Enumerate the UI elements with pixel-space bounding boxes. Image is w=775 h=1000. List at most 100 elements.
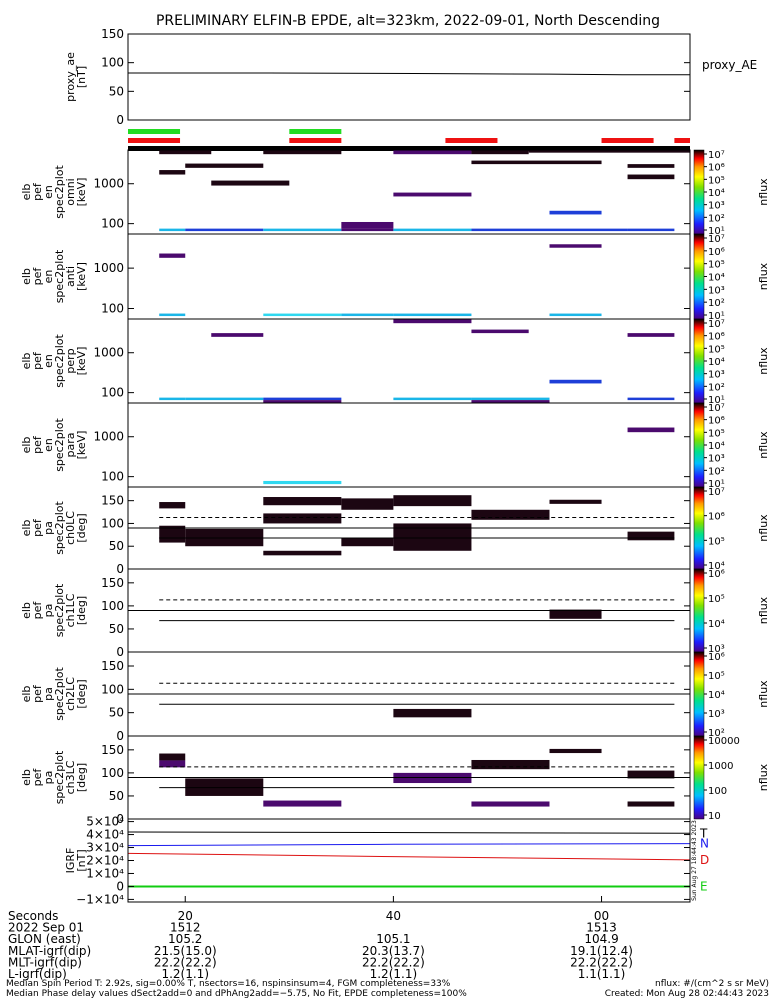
- colorbar-tick-label: 10⁵: [708, 671, 725, 682]
- spectrogram-cell: [263, 480, 342, 485]
- y-axis-label-line: ch1LC: [64, 593, 77, 627]
- orbit-flag-red: [601, 138, 654, 143]
- y-tick-label: 100: [101, 516, 124, 530]
- colorbar-tick-label: 10⁶: [708, 512, 725, 523]
- colorbar-label: nflux: [757, 178, 770, 206]
- spectrogram-cell: [263, 550, 342, 556]
- y-tick-label: 1000: [93, 346, 124, 360]
- spectrogram-cell: [159, 397, 186, 401]
- y-tick-label: 150: [101, 659, 124, 673]
- spectrogram-cell: [211, 333, 264, 337]
- x-axis-tick-value: 1.1(1.1): [578, 967, 626, 981]
- panel-frame: [127, 149, 691, 235]
- x-axis-tick-value: 22.2(22.2): [154, 955, 217, 969]
- colorbar-tick-label: 10⁷: [708, 319, 725, 330]
- colorbar: [693, 233, 705, 320]
- spectrogram-cell: [263, 313, 342, 317]
- colorbar-tick-label: 10⁶: [708, 569, 725, 580]
- x-axis-tick-value: 1512: [170, 921, 201, 935]
- x-axis-row-label: GLON (east): [8, 932, 81, 946]
- colorbar-tick-label: 10⁴: [708, 561, 725, 572]
- spectrogram-cell: [393, 313, 472, 317]
- y-axis-label-line: pef: [31, 768, 44, 787]
- colorbar-label: nflux: [757, 347, 770, 375]
- x-axis-tick-value: 20.3(13.7): [362, 944, 425, 958]
- y-tick-label: 3×10⁴: [86, 841, 124, 855]
- colorbar-tick-label: 10²: [708, 382, 725, 393]
- y-tick-label: 150: [101, 576, 124, 590]
- spectrogram-cell: [471, 160, 602, 165]
- spectrogram-cell: [627, 164, 675, 168]
- colorbar: [693, 402, 705, 488]
- y-axis-label-line: [deg]: [75, 596, 88, 625]
- y-tick-label: 0: [116, 812, 124, 826]
- spectrogram-cell: [627, 174, 675, 180]
- colorbar-tick-label: 10⁴: [708, 690, 725, 701]
- spectrogram-cell: [159, 760, 186, 768]
- colorbar-tick-label: 100: [708, 786, 727, 797]
- y-axis-label-line: spec2plot: [53, 165, 66, 219]
- spectrogram-cell: [549, 210, 602, 215]
- colorbar-tick-label: 10³: [708, 709, 725, 720]
- colorbar-tick-label: 10⁴: [708, 273, 725, 284]
- spectrogram-cell: [627, 801, 675, 807]
- spectrogram-cell: [263, 400, 342, 403]
- spectrogram-cell: [263, 228, 342, 232]
- data-coverage-bar: [128, 146, 690, 151]
- y-axis-label-line: pa: [42, 771, 55, 785]
- colorbar-tick-label: 10²: [708, 728, 725, 739]
- y-axis-label-line: pa: [42, 521, 55, 535]
- colorbar-tick-label: 10¹: [708, 479, 725, 490]
- y-tick-label: 50: [109, 84, 124, 98]
- series-line-0: [128, 72, 690, 76]
- y-axis-label-line: spec2plot: [53, 667, 66, 721]
- spectrogram-cell: [549, 228, 628, 232]
- spectrogram-cell: [159, 313, 186, 317]
- x-axis-row-label: L-igrf(dip): [8, 967, 67, 981]
- y-axis-label-line: spec2plot: [53, 750, 66, 804]
- spectrogram-cell: [471, 509, 550, 520]
- spectrogram-cell: [159, 170, 186, 175]
- spectrogram-cell: [627, 531, 675, 541]
- y-axis-label-line: elb: [20, 268, 33, 285]
- spectrogram-cell: [211, 180, 290, 186]
- spectrogram-cell: [393, 228, 472, 232]
- x-axis-tick-value: 105.1: [376, 932, 410, 946]
- y-axis-label-line: en: [42, 354, 55, 368]
- y-axis-label-line: spec2plot: [53, 418, 66, 472]
- y-axis-label-line: pef: [31, 267, 44, 286]
- y-axis-label-line: ch0LC: [64, 511, 77, 545]
- colorbar-label: nflux: [757, 596, 770, 624]
- y-tick-label: 1000: [93, 177, 124, 191]
- y-tick-label: 100: [101, 56, 124, 70]
- colorbar: [693, 735, 705, 820]
- y-tick-label: 50: [109, 789, 124, 803]
- y-axis-label-line: [deg]: [75, 763, 88, 792]
- y-tick-label: 50: [109, 706, 124, 720]
- x-axis-tick-value: 00: [594, 909, 609, 923]
- spectrogram-cell: [549, 499, 602, 504]
- spectrogram-cell: [341, 228, 394, 232]
- y-axis-label-line: ch3LC: [64, 760, 77, 794]
- x-axis-tick-value: 104.9: [584, 932, 618, 946]
- spectrogram-cell: [549, 748, 602, 754]
- spectrogram-cell: [393, 319, 472, 324]
- colorbar-tick-label: 10⁴: [708, 619, 725, 630]
- y-axis-label-line: pef: [31, 435, 44, 454]
- colorbar-tick-label: 10⁶: [708, 163, 725, 174]
- plot-layer: 150100500proxy_ae[nT]proxy_AE1000100elbp…: [8, 27, 770, 981]
- colorbar-tick-label: 10²: [708, 213, 725, 224]
- y-tick-label: 5×10⁴: [86, 815, 124, 829]
- colorbar-tick-label: 10²: [708, 466, 725, 477]
- colorbar-tick-label: 10⁵: [708, 536, 725, 547]
- colorbar-label: nflux: [757, 514, 770, 542]
- orbit-flag-red: [289, 138, 342, 143]
- y-axis-label-line: pef: [31, 601, 44, 620]
- y-tick-label: 150: [101, 494, 124, 508]
- y-tick-label: 100: [101, 217, 124, 231]
- spectrogram-cell: [263, 513, 342, 524]
- y-axis-label-line: en: [42, 270, 55, 284]
